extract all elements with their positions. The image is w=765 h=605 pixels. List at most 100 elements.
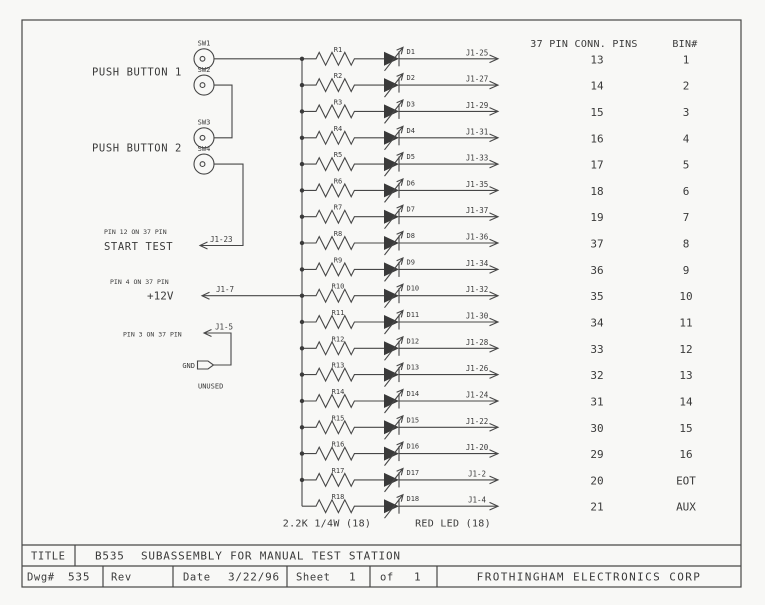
sw4-body [193,153,215,175]
connector-label: J1-4 [468,496,487,505]
output-arrowhead-icon [489,396,500,406]
bin-number: 15 [679,422,692,435]
led-D18-emission-arrow-icon [384,493,404,519]
resistor-R12 [302,340,384,356]
connector-label: J1-31 [466,127,489,136]
output-arrowhead-icon [489,291,500,301]
bin-number: 10 [679,290,692,303]
junction-dot [299,56,305,61]
branch-row-D16: R16 D16 J1-20 29 16 [299,441,693,466]
pin-number: 35 [590,290,603,303]
connector-label: J1-2 [468,469,486,478]
connector-label: J1-25 [466,48,489,57]
pin3-arrowhead-icon [202,329,212,337]
gnd-label: GND [182,362,195,370]
bin-number: 9 [683,264,690,277]
pin-number: 19 [590,211,603,224]
resistor-label: R10 [332,283,345,291]
output-arrowhead-icon [489,238,500,248]
company-name: FROTHINGHAM ELECTRONICS CORP [477,571,702,584]
led-D6-triangle [384,183,399,198]
led-D5-emission-arrow-icon [384,151,404,177]
resistor-label: R17 [332,467,345,475]
resistor-label: R14 [332,388,345,396]
output-arrowhead-icon [489,422,500,432]
resistor-R4 [302,130,384,146]
v12-pin-note: PIN 4 ON 37 PIN [110,278,169,286]
led-D5-triangle [384,157,399,172]
junction-dot [299,346,305,351]
connector-label: J1-32 [466,285,489,294]
sw1-label: SW1 [198,40,211,48]
resistor-label: R5 [334,151,342,159]
resistor-R5 [302,156,384,172]
bin-number: 16 [679,448,692,461]
branch-row-D6: R6 D6 J1-35 18 6 [299,177,690,203]
branch-row-D8: R8 D8 J1-36 37 8 [299,230,690,256]
pin-number: 31 [590,396,603,409]
connector-label: J1-37 [466,206,489,215]
of-label: of [380,572,394,584]
junction-dot [299,135,305,140]
branch-row-D14: R14 D14 J1-24 31 14 [299,388,693,414]
led-D1-triangle [384,51,399,66]
junction-dot [299,425,305,430]
connector-label: J1-22 [466,417,489,426]
led-D18-triangle [384,499,399,514]
bin-number: 6 [683,185,690,198]
bin-table-header: BIN# [672,39,697,50]
resistor-R10 [302,288,384,304]
output-arrowhead-icon [489,186,500,195]
drawing-title: SUBASSEMBLY FOR MANUAL TEST STATION [141,550,401,563]
output-arrowhead-icon [489,265,500,274]
branch-row-D13: R13 D13 J1-26 32 13 [299,362,693,387]
sheet-label: Sheet [296,572,331,584]
resistor-label: R4 [334,125,342,133]
led-D10-triangle [384,288,399,303]
led-D13-emission-arrow-icon [384,362,404,387]
led-D16-emission-arrow-icon [384,441,404,466]
branch-row-D10: R10 D10 J1-32 35 10 [299,283,693,309]
sw3-body [193,127,215,149]
branch-row-D11: R11 D11 J1-30 34 11 [299,309,693,335]
sw4-label: SW4 [198,145,211,153]
sw4-contact [199,161,206,168]
resistor-R17 [302,472,384,488]
resistor-label: R12 [332,335,345,343]
led-D14-emission-arrow-icon [384,388,404,414]
led-D6-emission-arrow-icon [384,177,404,203]
diode-label: D16 [407,443,420,451]
dwg-label: Dwg# [27,572,55,584]
junction-dot [299,267,305,272]
resistor-R6 [302,182,384,199]
sw2-body [193,74,215,96]
sw2-label: SW2 [198,66,211,74]
resistor-label: R18 [332,493,345,501]
led-D4-emission-arrow-icon [384,125,404,151]
pin-number: 13 [590,53,603,66]
start-test-connector-label: J1-23 [210,235,233,244]
led-D17-triangle [384,472,399,487]
led-D8-triangle [384,236,399,250]
pin-number: 16 [590,132,603,145]
led-D15-emission-arrow-icon [384,414,404,440]
resistor-label: R7 [334,204,342,212]
bin-number: 8 [683,238,690,251]
branch-row-D4: R4 D4 J1-31 16 4 [299,125,690,151]
push-button-1-label: PUSH BUTTON 1 [92,67,182,79]
branch-row-D12: R12 D12 J1-28 33 12 [299,335,693,361]
resistor-R13 [302,366,384,383]
bin-number: 2 [683,80,690,93]
connector-label: J1-29 [466,101,489,110]
pin-table-header: 37 PIN CONN. PINS [530,39,637,50]
led-D3-emission-arrow-icon [384,98,404,124]
switch-sw4: SW4 [193,145,215,175]
resistor-R1 [302,51,384,67]
sw1-contact [199,55,206,62]
bin-number: 3 [683,106,690,119]
pin-number: 33 [590,343,603,356]
diode-label: D2 [407,74,415,82]
resistor-label: R13 [332,362,345,370]
start-test-pin-note: PIN 12 ON 37 PIN [104,228,167,236]
